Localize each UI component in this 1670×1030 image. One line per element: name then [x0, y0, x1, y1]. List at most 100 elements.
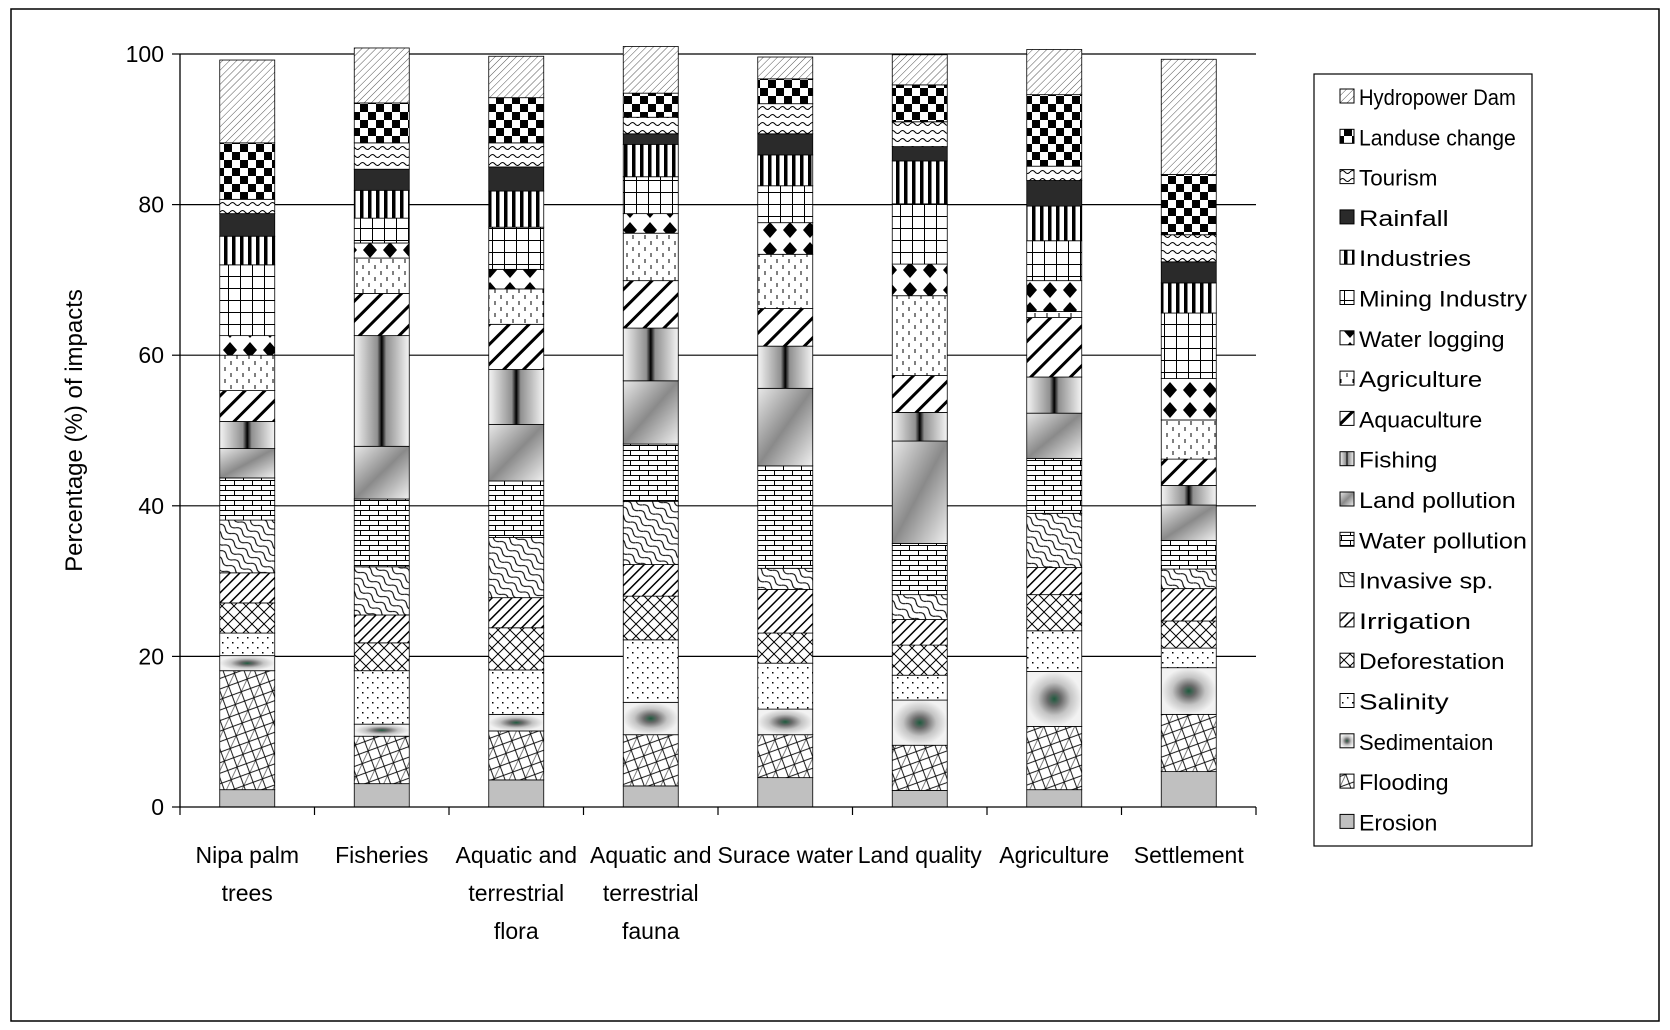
bar-segment-irrigation — [757, 588, 814, 634]
bar-segment-invasive-sp — [757, 567, 814, 590]
bar-segment-erosion — [219, 789, 276, 808]
bar-segment-salinity — [891, 674, 948, 701]
bar-segment-hydropower-dam — [1026, 49, 1083, 96]
bar-segment-invasive-sp — [353, 566, 410, 616]
bar-segment-mining-industry — [219, 264, 276, 337]
bar-segment-water-logging — [891, 263, 948, 297]
legend-swatch — [1339, 169, 1355, 185]
legend-item-tourism: Tourism — [1339, 166, 1437, 191]
bar-segment-industries — [622, 143, 679, 178]
bar-segment-industries — [891, 160, 948, 205]
bars — [219, 46, 1217, 808]
bar-segment-salinity — [1026, 630, 1083, 672]
legend-swatch — [1339, 572, 1355, 588]
bar-segment-landuse-change — [1160, 174, 1217, 236]
bar-segment-irrigation — [219, 572, 276, 604]
bar-stack-aquatic-and-terrestrial-fauna — [622, 46, 679, 808]
bar-segment-industries — [1026, 205, 1083, 242]
bar-segment-agriculture — [219, 354, 276, 391]
bar-segment-hydropower-dam — [622, 46, 679, 94]
bar-segment-rainfall — [353, 168, 410, 191]
bar-segment-sedimentaion — [757, 708, 814, 736]
legend-label: Invasive sp. — [1359, 569, 1493, 594]
legend-label: Water logging — [1359, 327, 1505, 352]
legend-swatch — [1339, 290, 1355, 305]
legend-item-sedimentaion: Sedimentaion — [1339, 730, 1493, 755]
bar-segment-land-pollution — [622, 380, 679, 445]
bar-segment-water-pollution — [757, 465, 814, 569]
x-tick-label: Aquatic and terrestrial fauna — [590, 842, 711, 944]
bar-segment-sedimentaion — [1160, 667, 1217, 715]
bar-segment-agriculture — [488, 288, 545, 325]
bar-segment-hydropower-dam — [219, 59, 276, 144]
bar-segment-rainfall — [219, 213, 276, 237]
bar-segment-sedimentaion — [1026, 671, 1083, 727]
legend-item-salinity: Salinity — [1339, 690, 1449, 715]
y-tick-label: 0 — [151, 794, 164, 820]
legend-label: Irrigation — [1359, 609, 1471, 634]
legend-item-mining-industry: Mining Industry — [1339, 287, 1527, 312]
bar-segment-flooding — [622, 734, 679, 787]
y-tick-label: 40 — [138, 493, 164, 519]
bar-segment-flooding — [757, 734, 814, 779]
bar-segment-invasive-sp — [219, 519, 276, 574]
bar-segment-irrigation — [891, 619, 948, 646]
bar-segment-invasive-sp — [488, 537, 545, 599]
bar-segment-hydropower-dam — [757, 56, 814, 80]
x-tick-label: Settlement — [1134, 842, 1245, 868]
legend-item-landuse-change: Landuse change — [1339, 125, 1516, 150]
bar-segment-industries — [757, 154, 814, 187]
x-tick-label: Agriculture — [999, 842, 1109, 868]
bar-segment-erosion — [1026, 789, 1083, 808]
legend-item-industries: Industries — [1339, 246, 1471, 271]
bar-segment-land-pollution — [757, 387, 814, 467]
bar-segment-tourism — [488, 142, 545, 168]
bar-segment-landuse-change — [353, 102, 410, 144]
bar-segment-invasive-sp — [1026, 512, 1083, 568]
bar-segment-deforestation — [488, 627, 545, 671]
bar-segment-invasive-sp — [1160, 568, 1217, 590]
legend-swatch — [1339, 330, 1355, 346]
y-tick-label: 60 — [138, 342, 164, 368]
bar-segment-invasive-sp — [891, 594, 948, 620]
legend-item-hydropower-dam: Hydropower Dam — [1339, 85, 1516, 110]
bar-segment-aquaculture — [891, 375, 948, 413]
bar-stack-agriculture — [1026, 49, 1083, 808]
bar-segment-water-pollution — [622, 443, 679, 502]
bar-segment-landuse-change — [891, 84, 948, 123]
y-tick-label: 100 — [126, 41, 164, 67]
bar-segment-deforestation — [219, 602, 276, 634]
bar-segment-fishing — [488, 369, 545, 425]
bar-segment-water-pollution — [219, 477, 276, 521]
bar-segment-water-logging — [219, 335, 276, 356]
legend-label: Sedimentaion — [1359, 730, 1493, 755]
bar-segment-erosion — [488, 779, 545, 808]
legend-label: Land pollution — [1359, 488, 1516, 513]
bar-stack-fisheries — [353, 47, 410, 808]
bar-segment-erosion — [1160, 771, 1217, 808]
bar-segment-water-pollution — [1026, 457, 1083, 514]
bar-stack-aquatic-and-terrestrial-flora — [488, 55, 545, 808]
y-axis-label: Percentage (%) of impacts — [61, 289, 88, 572]
bar-segment-agriculture — [757, 253, 814, 309]
legend-swatch — [1339, 773, 1355, 789]
legend-swatch — [1339, 410, 1355, 426]
legend: Hydropower Dam Landuse change Tourism Rainf… — [1313, 73, 1533, 847]
bar-segment-invasive-sp — [622, 500, 679, 565]
legend-label: Aquaculture — [1359, 407, 1482, 432]
bar-segment-industries — [219, 235, 276, 266]
bar-segment-fishing — [219, 421, 276, 449]
bar-segment-flooding — [488, 730, 545, 781]
bar-segment-irrigation — [1160, 588, 1217, 622]
legend-label: Tourism — [1359, 166, 1437, 191]
legend-item-fishing: Fishing — [1339, 448, 1437, 473]
bar-segment-fishing — [353, 335, 410, 447]
bar-segment-aquaculture — [353, 293, 410, 337]
bar-segment-landuse-change — [1026, 94, 1083, 167]
legend-item-aquaculture: Aquaculture — [1339, 407, 1482, 432]
legend-item-water-pollution: Water pollution — [1339, 528, 1527, 553]
bar-segment-erosion — [622, 785, 679, 808]
bar-segment-tourism — [891, 121, 948, 148]
bar-segment-land-pollution — [1160, 504, 1217, 541]
legend-swatch — [1339, 88, 1355, 104]
